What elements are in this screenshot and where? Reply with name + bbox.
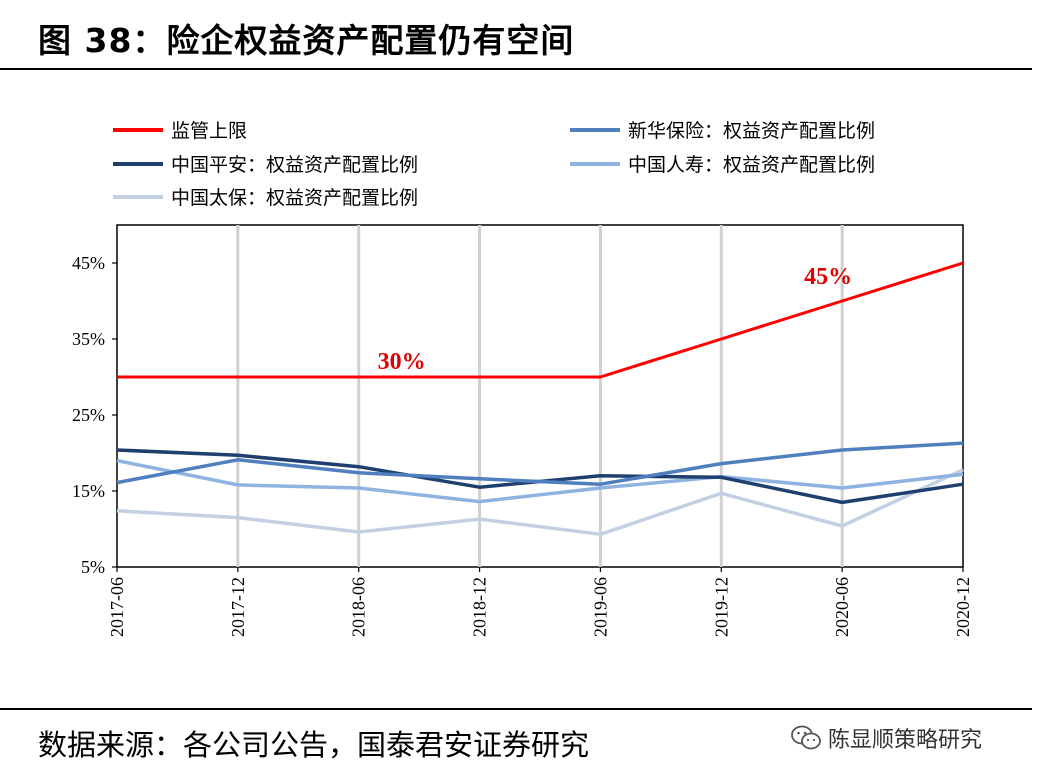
series-lines: [116, 261, 964, 537]
y-tick-label: 15%: [72, 481, 105, 501]
legend-label-1: 新华保险：权益资产配置比例: [628, 120, 875, 142]
y-axis: 5% 15% 25% 35% 45%: [72, 253, 117, 577]
top-divider: [0, 68, 1032, 70]
x-tick-label: 2020-06: [832, 577, 852, 637]
series-line-3: [116, 458, 964, 504]
gridlines: [236, 225, 844, 567]
legend-label-2: 中国平安：权益资产配置比例: [171, 154, 418, 176]
page-title: 图 38：险企权益资产配置仍有空间: [38, 21, 575, 60]
legend-label-4: 中国太保：权益资产配置比例: [171, 187, 418, 209]
series-line-1: [116, 441, 964, 486]
x-axis: 2017-06 2017-12 2018-06 2018-12 2019-06 2019-…: [107, 567, 973, 637]
x-tick-label: 2019-12: [711, 577, 731, 637]
annotation-label: 45%: [804, 264, 852, 290]
source-note: 数据来源：各公司公告，国泰君安证券研究: [38, 728, 590, 762]
series-line-0: [117, 261, 964, 379]
wechat-icon: [791, 725, 821, 750]
series-line-4: [116, 468, 964, 537]
annotation-label: 30%: [378, 349, 426, 375]
x-tick-label: 2018-12: [470, 577, 490, 637]
y-tick-label: 35%: [72, 329, 105, 349]
y-tick-label: 25%: [72, 405, 105, 425]
x-tick-label: 2018-06: [349, 577, 369, 637]
bottom-divider: [0, 708, 1032, 710]
y-tick-label: 5%: [81, 557, 105, 577]
x-tick-label: 2017-12: [228, 577, 248, 637]
annotations: 30% 45%: [378, 264, 853, 375]
watermark-text: 陈显顺策略研究: [828, 728, 983, 753]
plot-area: [116, 224, 964, 568]
watermark: 陈显顺策略研究: [790, 720, 982, 756]
y-tick-label: 45%: [72, 253, 105, 273]
legend-label-3: 中国人寿：权益资产配置比例: [628, 154, 875, 176]
x-tick-label: 2019-06: [590, 577, 610, 637]
x-tick-label: 2020-12: [953, 577, 973, 637]
legend-label-0: 监管上限: [171, 120, 247, 142]
x-tick-label: 2017-06: [107, 577, 127, 637]
